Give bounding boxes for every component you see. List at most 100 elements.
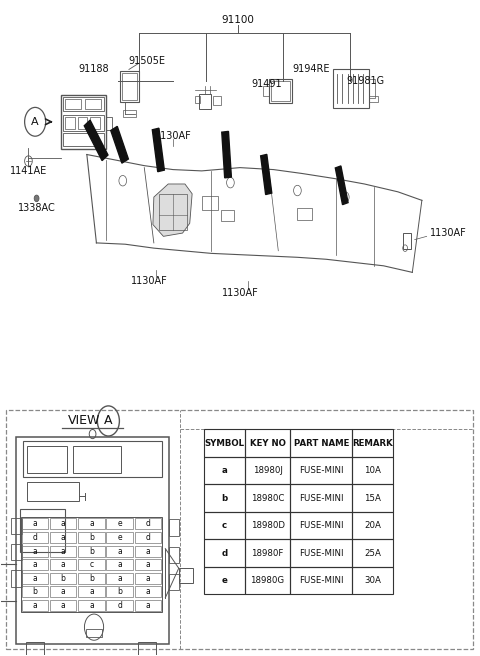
Text: 9194RE: 9194RE	[292, 64, 330, 73]
Bar	[63, 115, 104, 131]
Text: d: d	[221, 548, 228, 558]
Bar	[107, 546, 133, 556]
Bar	[352, 567, 393, 594]
Text: REMARK: REMARK	[352, 439, 393, 447]
Text: a: a	[61, 546, 66, 556]
Bar	[25, 642, 44, 655]
Bar	[60, 95, 106, 150]
Text: FUSE-MINI: FUSE-MINI	[299, 576, 344, 585]
Text: d: d	[33, 533, 37, 542]
Bar	[11, 544, 22, 560]
Bar	[169, 574, 179, 590]
Bar	[107, 600, 133, 611]
Bar	[403, 233, 411, 249]
Text: b: b	[89, 546, 94, 556]
Bar	[352, 430, 393, 457]
Bar	[78, 518, 105, 529]
Bar	[204, 539, 245, 567]
Text: SYMBOL: SYMBOL	[204, 439, 244, 447]
Bar	[135, 573, 161, 584]
Bar	[78, 573, 105, 584]
Bar	[22, 518, 48, 529]
Text: 1130AF: 1130AF	[155, 131, 192, 141]
Bar	[204, 430, 245, 457]
Bar	[78, 546, 105, 556]
Bar	[245, 484, 290, 512]
Text: 18980G: 18980G	[251, 576, 285, 585]
Text: 1338AC: 1338AC	[18, 203, 56, 213]
Bar	[16, 438, 169, 644]
Bar	[269, 79, 292, 104]
Text: a: a	[117, 574, 122, 583]
Bar	[369, 96, 378, 102]
Text: a: a	[61, 587, 66, 596]
Bar	[26, 482, 79, 501]
Text: 20A: 20A	[364, 522, 381, 530]
Text: VIEW: VIEW	[68, 415, 101, 428]
Bar	[245, 512, 290, 539]
Bar	[63, 97, 104, 112]
Bar	[290, 457, 352, 484]
Text: FUSE-MINI: FUSE-MINI	[299, 494, 344, 502]
Bar	[290, 539, 352, 567]
Bar	[50, 532, 76, 543]
Text: 1141AE: 1141AE	[10, 166, 47, 176]
Bar	[22, 600, 48, 611]
Text: 18980J: 18980J	[252, 466, 282, 475]
Bar	[120, 71, 139, 102]
Bar	[107, 559, 133, 570]
Bar	[352, 457, 393, 484]
Text: 91505E: 91505E	[128, 56, 165, 66]
Text: a: a	[33, 546, 37, 556]
Bar	[352, 539, 393, 567]
Bar	[22, 573, 48, 584]
Bar	[221, 209, 234, 221]
Bar	[21, 517, 162, 612]
Bar	[135, 518, 161, 529]
Text: PART NAME: PART NAME	[294, 439, 349, 447]
Text: 91491: 91491	[251, 79, 282, 89]
Bar	[22, 532, 48, 543]
Bar	[22, 559, 48, 570]
Text: d: d	[145, 533, 150, 542]
Polygon shape	[336, 166, 348, 205]
Polygon shape	[84, 120, 108, 161]
Text: a: a	[61, 520, 66, 529]
Bar	[333, 69, 369, 108]
Text: c: c	[89, 560, 94, 569]
Text: A: A	[31, 117, 39, 127]
Text: 1130AF: 1130AF	[430, 228, 466, 238]
Polygon shape	[261, 154, 272, 195]
Text: KEY NO: KEY NO	[250, 439, 286, 447]
Bar	[179, 568, 193, 583]
Bar	[90, 117, 100, 129]
Bar	[202, 195, 218, 210]
Bar	[158, 194, 187, 230]
Bar	[78, 600, 105, 611]
Bar	[271, 81, 290, 101]
Text: 30A: 30A	[364, 576, 381, 585]
Bar	[50, 559, 76, 570]
Bar	[290, 512, 352, 539]
Text: b: b	[60, 574, 66, 583]
Text: FUSE-MINI: FUSE-MINI	[299, 522, 344, 530]
Bar	[135, 532, 161, 543]
Text: a: a	[222, 466, 228, 475]
Text: a: a	[117, 546, 122, 556]
Bar	[78, 117, 87, 129]
Bar	[65, 117, 75, 129]
Bar	[106, 117, 112, 130]
Bar	[352, 484, 393, 512]
Bar	[169, 546, 179, 563]
Text: A: A	[104, 415, 113, 428]
Text: 15A: 15A	[364, 494, 381, 502]
Text: 91188: 91188	[79, 64, 109, 74]
Bar	[195, 96, 200, 104]
Bar	[22, 546, 48, 556]
Bar	[73, 446, 121, 474]
Bar	[135, 586, 161, 597]
Text: a: a	[61, 601, 66, 610]
Bar	[369, 79, 375, 98]
Bar	[78, 532, 105, 543]
Bar	[85, 99, 101, 110]
